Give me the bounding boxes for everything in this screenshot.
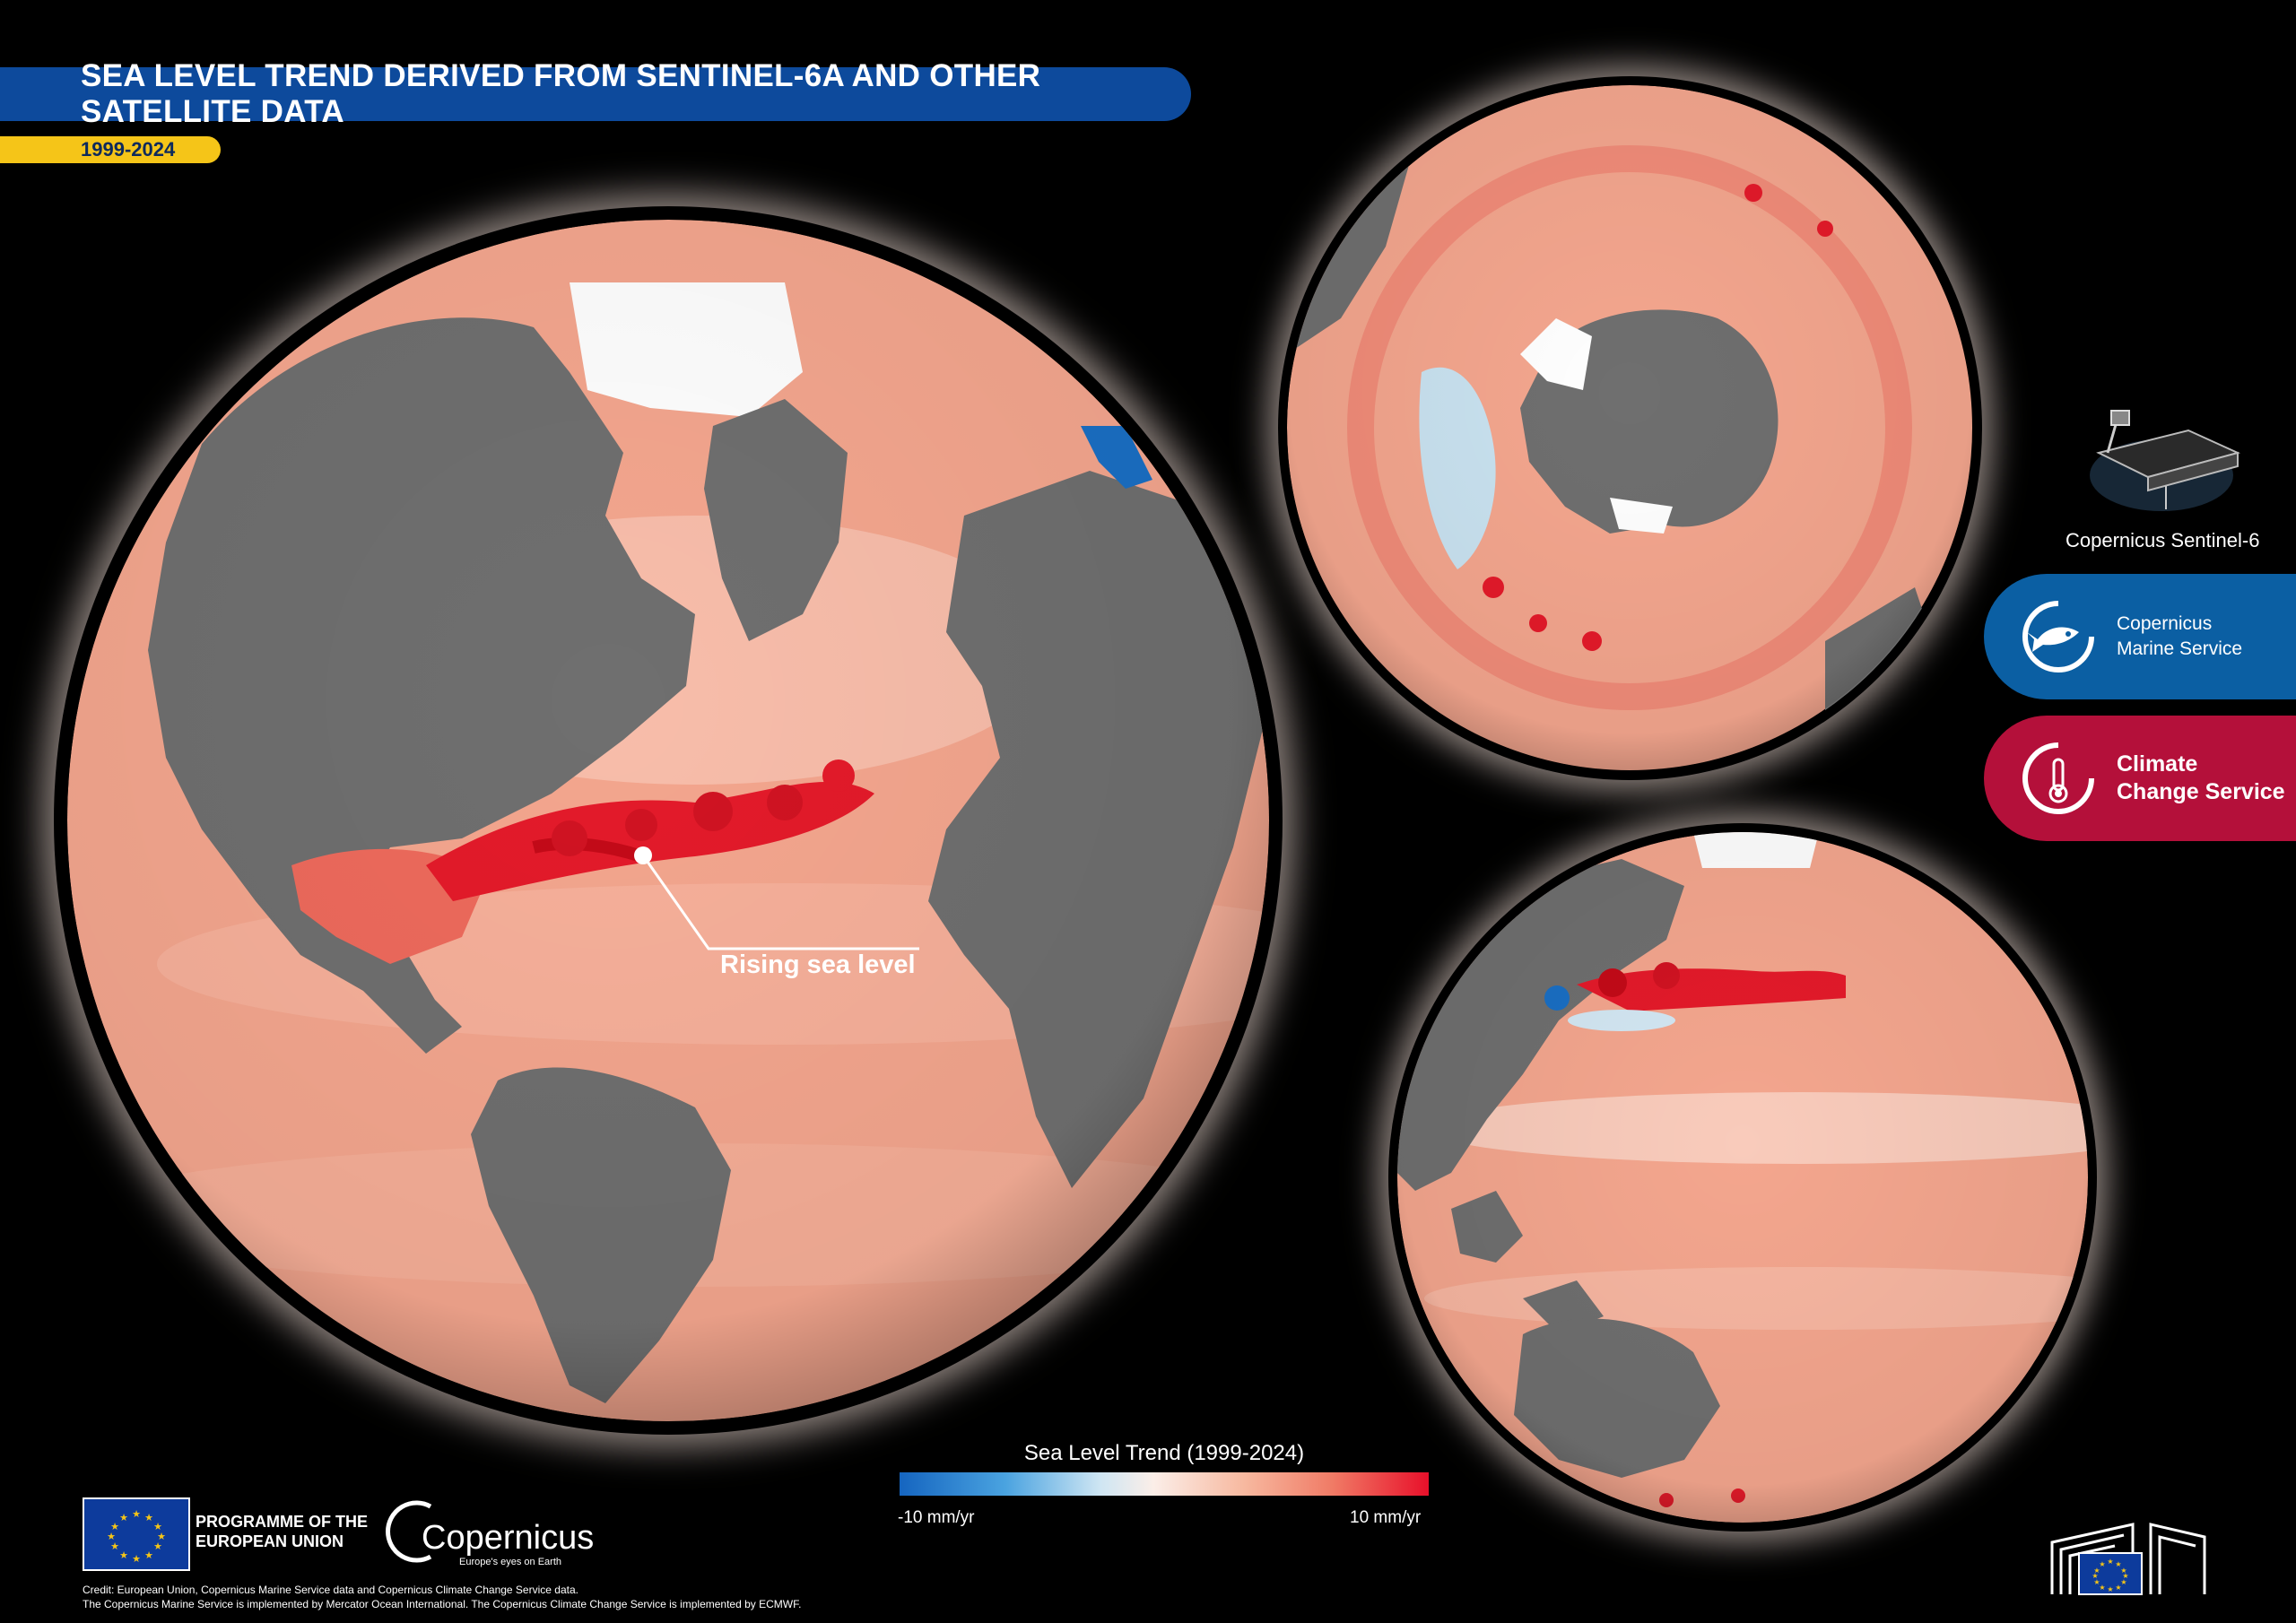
svg-text:★: ★ — [144, 1549, 153, 1561]
svg-text:★: ★ — [110, 1541, 119, 1552]
european-commission-logo: ★ ★★ ★★★ ★★★ ★★★ — [2050, 1523, 2206, 1595]
globe-southern — [1287, 85, 1973, 771]
svg-text:★: ★ — [157, 1531, 166, 1542]
svg-text:★: ★ — [2115, 1584, 2121, 1592]
svg-text:★: ★ — [2099, 1584, 2105, 1592]
thermometer-icon — [2022, 742, 2094, 814]
svg-text:★: ★ — [2107, 1585, 2113, 1593]
legend-title: Sea Level Trend (1999-2024) — [1023, 1441, 1305, 1465]
svg-text:★: ★ — [144, 1512, 153, 1523]
svg-text:★: ★ — [2107, 1558, 2113, 1566]
svg-text:★: ★ — [2120, 1578, 2126, 1586]
svg-text:★: ★ — [2115, 1560, 2121, 1568]
svg-text:★: ★ — [2092, 1572, 2098, 1580]
globe-pacific — [1397, 832, 2088, 1523]
marine-service-label: Copernicus Marine Service — [2117, 613, 2243, 659]
svg-text:★: ★ — [2093, 1578, 2100, 1586]
programme-text: PROGRAMME OF THE EUROPEAN UNION — [196, 1513, 368, 1550]
rising-sea-level-label: Rising sea level — [720, 950, 916, 979]
period-banner: 1999-2024 — [0, 136, 221, 163]
svg-text:★: ★ — [2093, 1567, 2100, 1575]
satellite-icon — [2090, 410, 2240, 511]
legend-min-label: -10 mm/yr — [898, 1508, 975, 1527]
copernicus-tagline: Europe's eyes on Earth — [459, 1557, 562, 1567]
sentinel-label: Copernicus Sentinel-6 — [2066, 529, 2260, 551]
map-title: SEA LEVEL TREND DERIVED FROM SENTINEL-6A… — [81, 58, 1041, 129]
marine-service-card[interactable]: Copernicus Marine Service — [1984, 574, 2296, 699]
svg-text:★: ★ — [119, 1549, 128, 1561]
legend-max-label: 10 mm/yr — [1350, 1508, 1422, 1527]
rising-sea-callout-line — [634, 846, 919, 950]
svg-text:★: ★ — [2099, 1560, 2105, 1568]
copernicus-logo — [386, 1500, 432, 1563]
svg-text:★: ★ — [2122, 1572, 2128, 1580]
svg-text:★: ★ — [119, 1512, 128, 1523]
globe-atlantic — [67, 220, 1269, 1421]
fish-wave-icon — [2022, 601, 2094, 673]
svg-text:★: ★ — [2120, 1567, 2126, 1575]
climate-service-label: Climate Change Service — [2117, 751, 2285, 804]
climate-service-card[interactable]: Climate Change Service — [1984, 716, 2296, 841]
eu-flag-logo: ★ ★ ★ ★ ★ ★ ★ ★ ★ ★ ★ ★ — [83, 1497, 190, 1571]
svg-text:★: ★ — [110, 1521, 119, 1532]
title-banner: SEA LEVEL TREND DERIVED FROM SENTINEL-6A… — [0, 58, 1191, 129]
svg-text:★: ★ — [132, 1553, 141, 1565]
credits-text: Credit: European Union, Copernicus Marin… — [83, 1584, 802, 1610]
period-label: 1999-2024 — [81, 138, 176, 161]
svg-text:★: ★ — [153, 1521, 162, 1532]
svg-text:★: ★ — [107, 1531, 116, 1542]
legend-color-bar — [900, 1472, 1429, 1496]
svg-text:★: ★ — [153, 1541, 162, 1552]
copernicus-wordmark: Copernicus — [422, 1519, 595, 1557]
svg-text:★: ★ — [132, 1508, 141, 1520]
